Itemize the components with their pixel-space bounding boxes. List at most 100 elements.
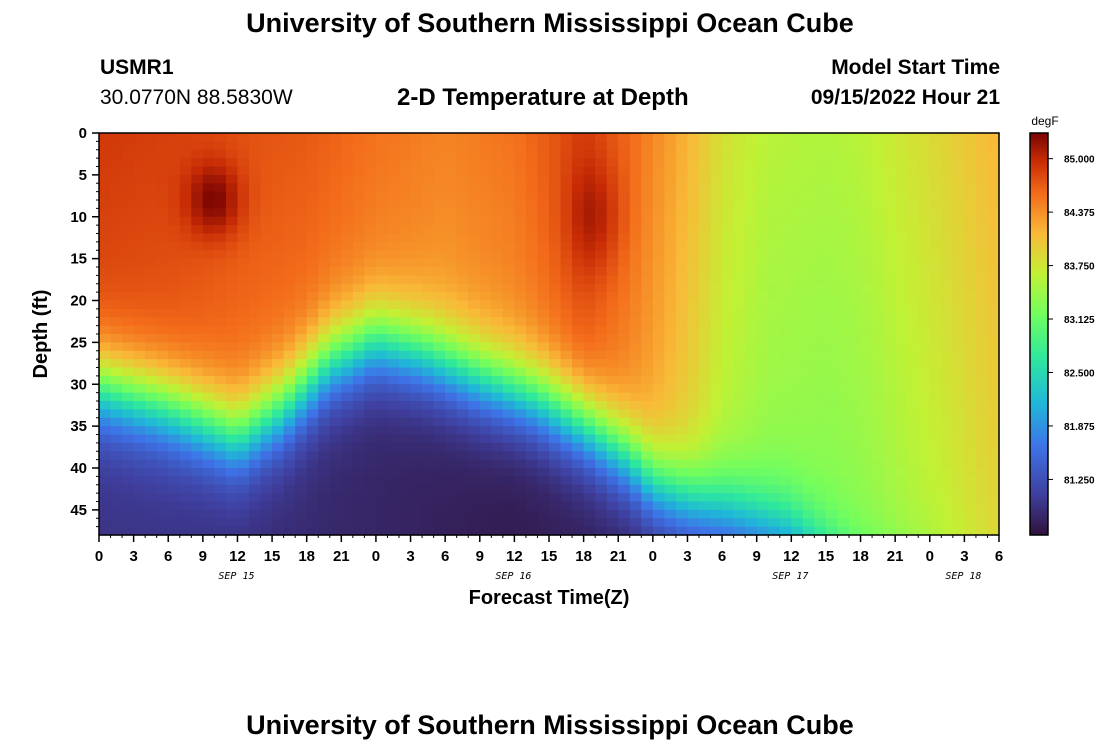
heatmap-cell (975, 258, 989, 268)
heatmap-cell (352, 283, 365, 293)
heatmap-cell (272, 392, 285, 402)
heatmap-cell (745, 367, 758, 377)
heatmap-cell (122, 258, 135, 268)
heatmap-cell (860, 133, 873, 142)
heatmap-cell (514, 401, 527, 410)
heatmap-cell (283, 241, 296, 251)
heatmap-cell (860, 367, 873, 377)
heatmap-cell (249, 141, 262, 151)
heatmap-cell (791, 216, 804, 226)
heatmap-cell (572, 426, 585, 436)
heatmap-cell (745, 267, 758, 276)
heatmap-cell (168, 200, 181, 209)
heatmap-cell (802, 200, 815, 209)
heatmap-cell (202, 468, 215, 477)
heatmap-cell (941, 350, 954, 360)
heatmap-cell (918, 191, 931, 201)
heatmap-cell (629, 233, 642, 243)
heatmap-cell (387, 417, 400, 427)
heatmap-cell (710, 493, 723, 503)
heatmap-cell (364, 300, 377, 310)
heatmap-cell (987, 442, 1000, 452)
heatmap-cell (133, 484, 146, 494)
heatmap-cell (422, 158, 435, 168)
heatmap-cell (929, 216, 942, 226)
heatmap-cell (99, 267, 112, 276)
heatmap-cell (202, 392, 215, 402)
heatmap-cell (249, 233, 262, 243)
heatmap-cell (260, 342, 273, 352)
heatmap-cell (837, 158, 850, 168)
heatmap-cell (849, 267, 862, 276)
heatmap-cell (156, 166, 169, 176)
heatmap-cell (202, 493, 215, 503)
heatmap-cell (525, 174, 539, 184)
heatmap-cell (491, 174, 504, 184)
heatmap-cell (941, 417, 954, 427)
heatmap-cell (249, 375, 262, 385)
heatmap-cell (410, 300, 423, 310)
heatmap-cell (941, 283, 954, 293)
heatmap-cell (941, 233, 954, 243)
heatmap-cell (249, 442, 262, 452)
heatmap-cell (664, 409, 677, 419)
heatmap-cell (595, 375, 608, 385)
heatmap-cell (560, 241, 573, 251)
heatmap-cell (191, 459, 204, 469)
heatmap-cell (537, 434, 550, 444)
heatmap-cell (722, 409, 735, 419)
heatmap-cell (975, 158, 989, 168)
heatmap-cell (237, 267, 250, 276)
heatmap-cell (779, 426, 792, 436)
heatmap-cell (675, 518, 689, 528)
heatmap-cell (156, 225, 169, 235)
heatmap-cell (814, 183, 827, 193)
heatmap-cell (929, 233, 942, 243)
heatmap-cell (756, 208, 769, 218)
heatmap-cell (549, 225, 562, 235)
heatmap-cell (399, 384, 412, 394)
heatmap-cell (595, 216, 608, 226)
heatmap-cell (964, 325, 977, 335)
heatmap-cell (283, 216, 296, 226)
heatmap-cell (872, 526, 885, 536)
heatmap-cell (883, 526, 896, 536)
heatmap-cell (341, 241, 354, 251)
heatmap-cell (687, 392, 700, 402)
heatmap-cell (433, 325, 446, 335)
heatmap-cell (779, 359, 792, 369)
heatmap-cell (791, 392, 804, 402)
heatmap-cell (975, 133, 989, 142)
heatmap-cell (606, 133, 619, 142)
heatmap-cell (537, 342, 550, 352)
heatmap-cell (145, 342, 158, 352)
heatmap-cell (133, 417, 146, 427)
heatmap-cell (410, 275, 423, 285)
heatmap-cell (560, 300, 573, 310)
heatmap-cell (202, 225, 215, 235)
heatmap-cell (664, 334, 677, 343)
heatmap-cell (872, 300, 885, 310)
heatmap-cell (987, 501, 1000, 511)
heatmap-cell (606, 267, 619, 276)
heatmap-cell (722, 434, 735, 444)
heatmap-cell (918, 493, 931, 503)
heatmap-cell (837, 250, 850, 260)
heatmap-cell (987, 468, 1000, 477)
heatmap-cell (399, 133, 412, 142)
heatmap-cell (306, 501, 319, 511)
heatmap-cell (618, 509, 631, 519)
heatmap-cell (145, 468, 158, 477)
heatmap-cell (583, 484, 596, 494)
heatmap-cell (906, 258, 919, 268)
heatmap-cell (145, 174, 158, 184)
heatmap-cell (768, 149, 781, 159)
heatmap-cell (560, 250, 573, 260)
heatmap-cell (179, 350, 192, 360)
heatmap-cell (964, 459, 977, 469)
heatmap-cell (99, 183, 112, 193)
heatmap-cell (122, 200, 135, 209)
heatmap-cell (929, 392, 942, 402)
heatmap-cell (745, 275, 758, 285)
heatmap-cell (249, 493, 262, 503)
